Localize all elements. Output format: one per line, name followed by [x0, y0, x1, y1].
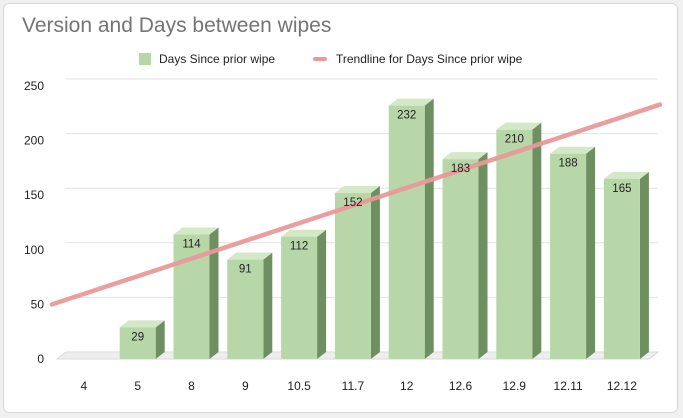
bar [603, 178, 640, 359]
y-tick-label: 50 [31, 297, 45, 311]
bar-top [227, 252, 273, 260]
legend-swatch-trendline [313, 57, 327, 61]
x-tick-label: 5 [134, 379, 141, 393]
data-label: 91 [239, 264, 252, 276]
x-tick-label: 4 [81, 379, 88, 393]
bar-side [639, 171, 649, 359]
legend-item-bars[interactable]: Days Since prior wipe [139, 52, 275, 66]
bar [388, 105, 425, 359]
bar-side [424, 98, 434, 359]
x-tick-label: 11.7 [342, 379, 365, 393]
y-tick-label: 0 [37, 352, 44, 366]
y-tick-label: 200 [24, 134, 44, 148]
bar-top [442, 152, 488, 160]
y-tick-label: 100 [24, 243, 44, 257]
bar-side [370, 186, 380, 359]
chart-title: Version and Days between wipes [22, 14, 332, 37]
bar [496, 129, 533, 359]
x-tick-label: 12.12 [607, 379, 637, 393]
x-tick-label: 12.11 [554, 379, 583, 393]
x-tick-label: 8 [188, 379, 195, 393]
x-tick-label: 10.5 [287, 379, 311, 393]
legend-swatch-bars [139, 53, 151, 65]
bar-side [317, 229, 327, 359]
bar [281, 236, 318, 359]
bar-side [209, 227, 219, 359]
data-label: 114 [182, 239, 201, 251]
bar-side [478, 152, 488, 359]
bar-side [532, 122, 542, 360]
data-label: 152 [343, 197, 362, 209]
trendline [49, 102, 663, 307]
bar-top [173, 227, 219, 235]
legend-label-bars: Days Since prior wipe [159, 52, 276, 66]
data-label: 165 [612, 183, 631, 195]
legend-item-trendline[interactable]: Trendline for Days Since prior wipe [313, 52, 522, 66]
bar-top [119, 320, 165, 328]
bar [442, 159, 479, 359]
data-label: 210 [505, 134, 524, 146]
bar-top [550, 146, 596, 154]
x-tick-label: 12.9 [503, 379, 527, 393]
data-label: 29 [131, 331, 144, 343]
x-tick-label: 9 [242, 379, 249, 393]
bar-top [334, 186, 380, 194]
bar-side [586, 146, 596, 359]
y-tick-label: 250 [24, 79, 44, 93]
data-label: 183 [451, 163, 470, 175]
bar-top [603, 171, 649, 179]
bar [119, 327, 156, 359]
bar-top [388, 98, 434, 106]
data-label: 112 [290, 241, 308, 253]
bar [334, 193, 371, 359]
chart-legend: Days Since prior wipe Trendline for Days… [0, 52, 683, 70]
x-tick-label: 12 [400, 379, 414, 393]
bar [550, 153, 587, 359]
x-tick-label: 12.6 [449, 379, 473, 393]
bar-top [496, 122, 542, 130]
data-label: 188 [559, 158, 578, 170]
bar-side [263, 252, 273, 359]
bar-side [155, 320, 165, 359]
bar-top [281, 229, 327, 237]
bar [227, 259, 264, 359]
data-label: 232 [397, 110, 416, 122]
y-tick-label: 150 [24, 188, 44, 202]
legend-label-trendline: Trendline for Days Since prior wipe [336, 52, 523, 66]
